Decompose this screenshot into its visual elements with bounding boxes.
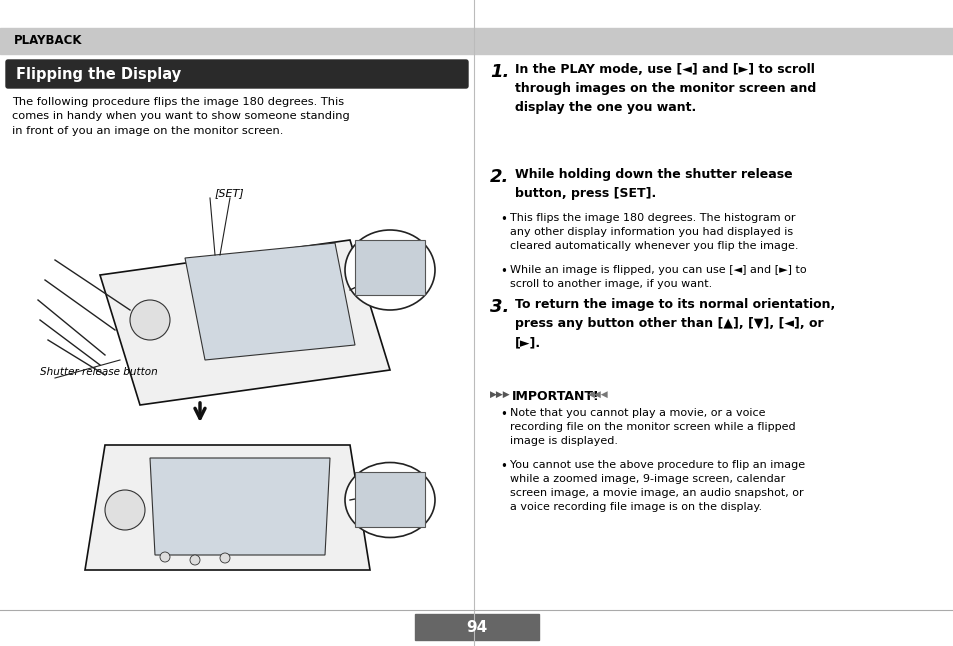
Text: To return the image to its normal orientation,
press any button other than [▲], : To return the image to its normal orient…: [515, 298, 835, 349]
Text: Flipping the Display: Flipping the Display: [16, 67, 181, 81]
Text: The following procedure flips the image 180 degrees. This
comes in handy when yo: The following procedure flips the image …: [12, 97, 350, 136]
Text: 3.: 3.: [490, 298, 509, 316]
Bar: [0, 28, 953, 54]
Text: IMPORTANT!: IMPORTANT!: [512, 390, 599, 403]
Text: ◀◀◀: ◀◀◀: [587, 390, 608, 399]
Text: [SET]: [SET]: [214, 188, 244, 198]
Polygon shape: [185, 243, 355, 360]
Text: This flips the image 180 degrees. The histogram or
any other display information: This flips the image 180 degrees. The hi…: [510, 213, 798, 251]
Polygon shape: [150, 458, 330, 555]
Circle shape: [220, 553, 230, 563]
Polygon shape: [85, 445, 370, 570]
Text: Note that you cannot play a movie, or a voice
recording file on the monitor scre: Note that you cannot play a movie, or a …: [510, 408, 795, 446]
Text: PLAYBACK: PLAYBACK: [14, 34, 82, 48]
Text: ▶▶▶: ▶▶▶: [490, 390, 510, 399]
Text: •: •: [499, 460, 506, 473]
Text: 94: 94: [466, 620, 487, 634]
Circle shape: [190, 555, 200, 565]
Circle shape: [105, 490, 145, 530]
Text: You cannot use the above procedure to flip an image
while a zoomed image, 9-imag: You cannot use the above procedure to fl…: [510, 460, 804, 512]
Polygon shape: [100, 240, 390, 405]
Text: In the PLAY mode, use [◄] and [►] to scroll
through images on the monitor screen: In the PLAY mode, use [◄] and [►] to scr…: [515, 63, 816, 114]
Ellipse shape: [345, 230, 435, 310]
Circle shape: [130, 300, 170, 340]
Ellipse shape: [345, 463, 435, 537]
FancyBboxPatch shape: [6, 60, 468, 88]
Text: Shutter release button: Shutter release button: [40, 367, 157, 377]
Text: •: •: [499, 213, 506, 226]
Text: 2.: 2.: [490, 168, 509, 186]
Text: •: •: [499, 265, 506, 278]
Text: While holding down the shutter release
button, press [SET].: While holding down the shutter release b…: [515, 168, 792, 200]
Bar: [355, 240, 424, 295]
Bar: [355, 472, 424, 527]
Text: 1.: 1.: [490, 63, 509, 81]
Circle shape: [160, 552, 170, 562]
Bar: [415, 614, 538, 640]
Text: While an image is flipped, you can use [◄] and [►] to
scroll to another image, i: While an image is flipped, you can use […: [510, 265, 806, 289]
Text: •: •: [499, 408, 506, 421]
